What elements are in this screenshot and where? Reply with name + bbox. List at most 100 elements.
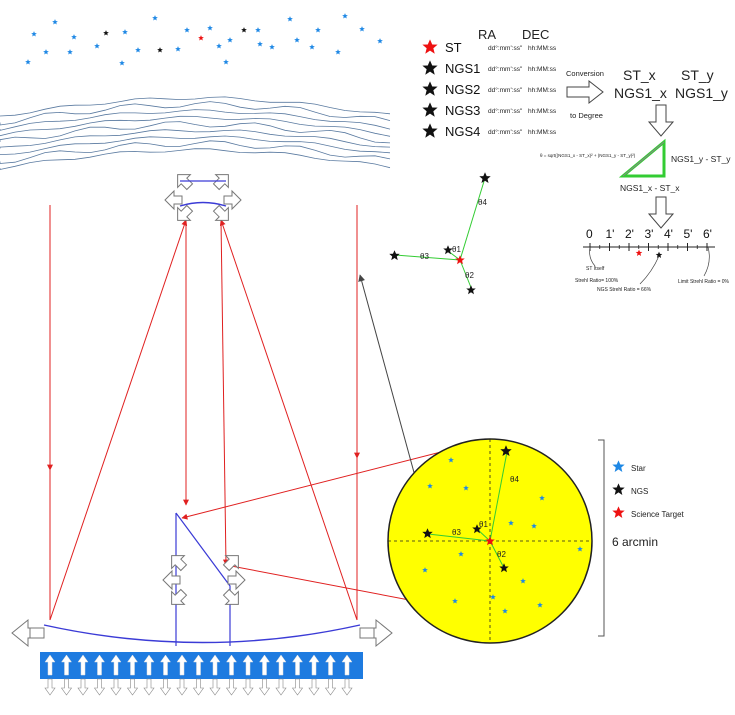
target-name: NGS1 (445, 61, 480, 76)
primary-mirror (43, 624, 361, 644)
actuator-up-icon (94, 654, 105, 676)
actuator-down-icon (225, 678, 238, 696)
turbulence-layer (0, 148, 391, 170)
sky-star-icon (255, 27, 261, 33)
actuator-down-icon (44, 678, 56, 696)
sky-star-icon (216, 43, 222, 49)
theta2-label: θ2 (465, 271, 474, 280)
target-dec: hh:MM:ss (528, 87, 557, 94)
ngs-x-label: NGS1_x (614, 85, 667, 101)
conversion-label-2: to Degree (570, 111, 603, 120)
fov-legend: Star NGS Science Target 6 arcmin (612, 460, 685, 549)
pickoff-actuators (162, 548, 246, 612)
actuator-down-icon (291, 678, 304, 696)
scale-tick-label: 0 (586, 227, 593, 241)
theta3-label: θ3 (420, 252, 429, 261)
triangle-formula: θ = sqrt((NGS1_x - ST_x)² + (NGS1_y - ST… (540, 153, 636, 158)
scale-tick-label: 4' (664, 227, 673, 241)
fov-bracket (598, 439, 605, 637)
actuator-down-icon (192, 678, 205, 696)
actuator-up-icon (209, 654, 221, 676)
sky-star-icon (122, 29, 128, 35)
actuator-up-icon (325, 654, 336, 676)
scale-tick-label: 5' (684, 227, 693, 241)
down-arrow-1 (647, 104, 675, 137)
sky-star-icon (135, 47, 141, 53)
target-dec: hh:MM:ss (528, 66, 557, 73)
actuator-up-icon (308, 654, 320, 676)
scale-annotation: ST Itself (586, 266, 605, 272)
actuator-down-icon (143, 678, 155, 696)
actuator-up-icon (77, 654, 89, 676)
sky-star-icon (227, 37, 233, 43)
scale-tick-label: 3' (645, 227, 654, 241)
actuator-down-icon (126, 678, 139, 696)
ngs-star-icon (422, 60, 438, 75)
sky-star-icon (71, 34, 77, 40)
sky-star-icon (43, 49, 49, 55)
coordinate-table: RA DEC ST dd°:mm':ss" hh:MM:ss NGS1 dd°:mm':… (422, 27, 557, 139)
target-name: ST (445, 40, 462, 55)
sky-star-icon (67, 49, 73, 55)
turbulence-layer (0, 129, 391, 149)
actuator-down-icon (242, 678, 254, 696)
sky-star-icon (294, 37, 300, 43)
actuator-base (40, 652, 363, 679)
ngs-star-icon (422, 123, 438, 138)
fov-theta2: θ2 (497, 550, 506, 559)
fov-theta1: θ1 (479, 520, 488, 529)
actuator-up-icon (259, 654, 270, 676)
actuator-down-icon (93, 678, 106, 696)
target-name: NGS2 (445, 82, 480, 97)
st-y-label: ST_y (681, 67, 714, 83)
actuator-up-icon (176, 654, 188, 676)
target-rows: ST dd°:mm':ss" hh:MM:ss NGS1 dd°:mm':ss" hh:M… (422, 39, 557, 139)
sky-star-icon (207, 25, 213, 31)
turbulence-layer (0, 135, 391, 155)
turbulence-layer (0, 121, 391, 144)
actuator-up-icon (160, 654, 171, 676)
legend-star: Star (631, 464, 646, 473)
target-dec: hh:MM:ss (528, 45, 557, 52)
actuator-down-icon (324, 678, 337, 696)
dec-header: DEC (522, 27, 549, 42)
sky-ngs-icon (241, 27, 247, 33)
scale-annotation: Limit Strehl Ratio = 0% (678, 279, 730, 285)
conversion-label-1: Conversion (566, 69, 604, 78)
sky-star-icon (257, 41, 263, 47)
actuator-down-icon (159, 678, 172, 696)
down-arrow-2 (647, 196, 675, 229)
turbulence-layer (0, 96, 391, 117)
actuator-up-icon (275, 654, 287, 676)
sky-star-icon (335, 49, 341, 55)
actuator-up-icon (341, 654, 353, 676)
sky-star-icon (309, 44, 315, 50)
strehl-scale: 0 1' 2' 3' 4' 5' 6' ST Itself Strehl Ratio= 100%… (575, 227, 730, 293)
actuator-down-icon (258, 678, 271, 696)
actuator-up-icon (292, 654, 303, 676)
turbulence-layer (0, 115, 391, 137)
target-name: NGS4 (445, 124, 480, 139)
light-rays (47, 205, 489, 621)
sky-star-field (25, 13, 383, 66)
sky-star-icon (223, 59, 229, 65)
theta1-label: θ1 (452, 245, 461, 254)
actuator-up-icon (193, 654, 204, 676)
triangle-vertical-label: NGS1_y - ST_y (671, 154, 731, 164)
actuator-down-icon (275, 678, 287, 696)
scale-annotation: NGS Strehl Ratio = 66% (597, 287, 652, 293)
actuator-down-icon (308, 678, 320, 696)
secondary-actuators (164, 167, 242, 228)
sky-star-icon (184, 27, 190, 33)
sky-star-icon (119, 60, 125, 66)
turbulence-layer (0, 140, 391, 164)
fov-size-label: 6 arcmin (612, 535, 658, 549)
ngs-star-icon (422, 81, 438, 96)
actuator-down-icon (176, 678, 188, 696)
actuator-up-icon (127, 654, 138, 676)
target-dec: hh:MM:ss (528, 129, 557, 136)
triangle-horizontal-label: NGS1_x - ST_x (620, 183, 680, 193)
ngs-star-icon (422, 102, 438, 117)
target-dec: hh:MM:ss (528, 108, 557, 115)
sky-ngs-icon (157, 47, 163, 53)
